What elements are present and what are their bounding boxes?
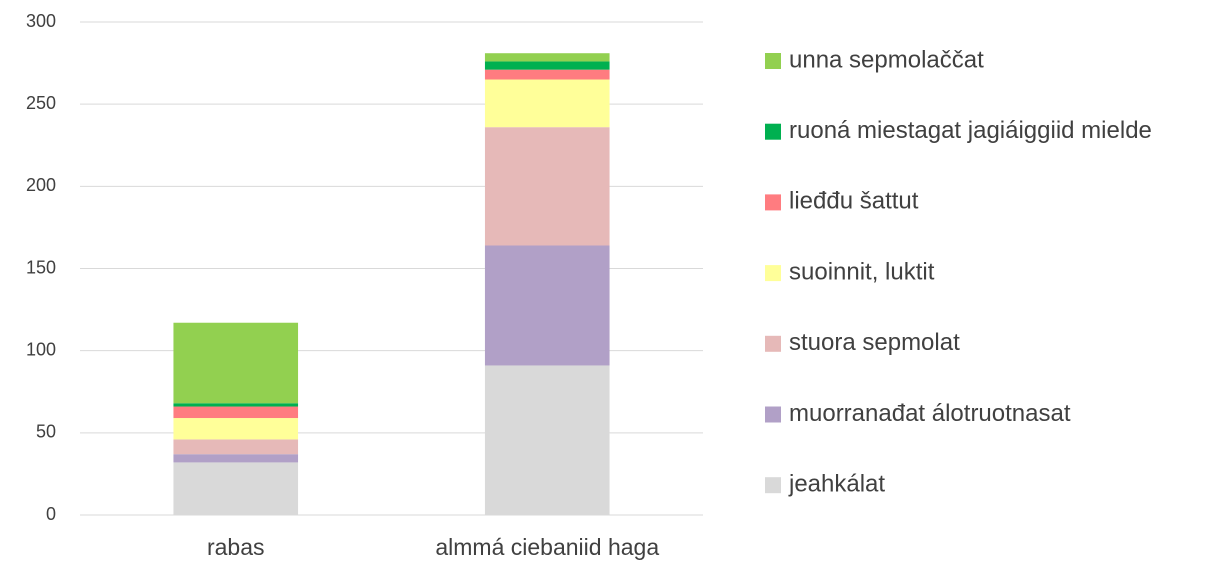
bar-segment — [484, 79, 610, 128]
legend-swatch — [765, 194, 781, 211]
legend-label: unna sepmolaččat — [789, 46, 984, 73]
bar-segment — [484, 69, 610, 80]
x-tick-label: rabas — [207, 534, 265, 560]
bar-segment — [484, 245, 610, 366]
legend-label: muorranađat álotruotnasat — [789, 400, 1071, 427]
bar-segment — [484, 61, 610, 70]
bar-segment — [173, 454, 299, 463]
y-tick-label: 250 — [26, 93, 56, 113]
bar-segment — [173, 406, 299, 419]
legend-label: suoinnit, luktit — [789, 258, 935, 285]
y-tick-label: 0 — [46, 504, 56, 524]
bar-segment — [484, 365, 610, 515]
bar-segment — [173, 439, 299, 455]
y-tick-label: 100 — [26, 339, 56, 359]
legend-swatch — [765, 123, 781, 140]
legend-swatch — [765, 477, 781, 494]
legend-swatch — [765, 406, 781, 423]
bar-segment — [484, 127, 610, 246]
legend-swatch — [765, 265, 781, 282]
bar-segment — [173, 403, 299, 407]
bar-segment — [173, 418, 299, 440]
legend-swatch — [765, 335, 781, 352]
legend-label: stuora sepmolat — [789, 329, 960, 356]
y-tick-label: 150 — [26, 257, 56, 277]
bar-segment — [173, 322, 299, 404]
y-tick-label: 50 — [36, 422, 56, 442]
bar-segment — [484, 53, 610, 62]
y-tick-label: 300 — [26, 11, 56, 31]
bar-segment — [173, 462, 299, 515]
x-tick-label: almmá ciebaniid haga — [435, 534, 659, 560]
legend-label: ruoná miestagat jagiáiggiid mielde — [789, 117, 1152, 144]
legend-swatch — [765, 53, 781, 69]
y-tick-label: 200 — [26, 175, 56, 195]
legend-label: lieđđu šattut — [789, 188, 919, 215]
legend-label: jeahkálat — [788, 471, 885, 498]
